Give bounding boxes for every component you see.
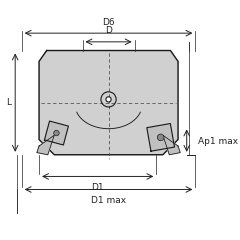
Polygon shape: [44, 121, 68, 145]
Text: D1 max: D1 max: [91, 196, 126, 205]
Text: D1: D1: [91, 183, 104, 192]
Text: D: D: [105, 26, 112, 35]
Polygon shape: [37, 135, 54, 155]
Polygon shape: [163, 135, 180, 155]
Text: L: L: [6, 98, 11, 107]
Circle shape: [106, 97, 111, 102]
Text: Ap1 max: Ap1 max: [198, 137, 238, 146]
Circle shape: [54, 130, 59, 136]
Circle shape: [157, 134, 164, 141]
Polygon shape: [39, 51, 178, 155]
Text: D6: D6: [102, 18, 115, 27]
Polygon shape: [147, 124, 174, 151]
